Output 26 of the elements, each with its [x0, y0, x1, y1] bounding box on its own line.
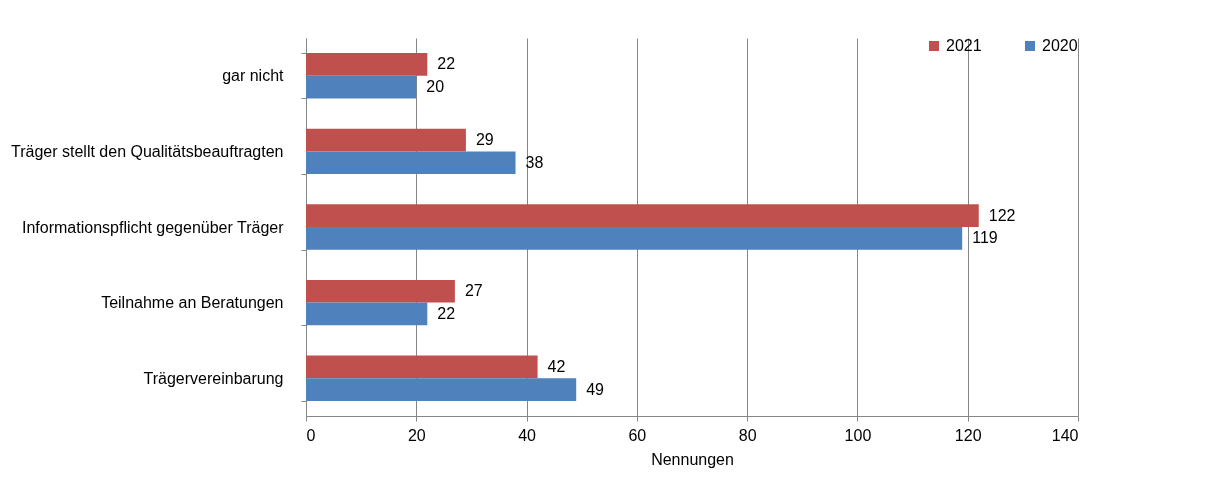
data-label: 22	[437, 304, 456, 322]
x-tick-label: 140	[1051, 426, 1079, 444]
data-label: 22	[437, 55, 456, 73]
x-tick-label: 20	[407, 426, 426, 444]
x-axis-title: Nennungen	[651, 450, 734, 468]
x-tick-label: 40	[518, 426, 537, 444]
legend-label: 2021	[946, 37, 982, 54]
data-label: 49	[586, 380, 605, 398]
y-tick-label: Trägervereinbarung	[143, 369, 284, 387]
data-label: 42	[547, 357, 566, 375]
y-tick-label: Teilnahme an Beratungen	[101, 294, 284, 312]
y-tick-label: Träger stellt den Qualitätsbeauftragten	[11, 142, 284, 160]
data-label: 27	[464, 282, 483, 300]
x-tick-label: 80	[738, 426, 757, 444]
data-label: 119	[972, 229, 998, 247]
x-tick-label: 60	[628, 426, 647, 444]
x-tick-label: 0	[306, 426, 316, 444]
legend-label: 2020	[1042, 37, 1078, 54]
x-tick-label: 120	[954, 426, 982, 444]
y-tick-label: gar nicht	[222, 67, 285, 85]
data-label: 20	[426, 78, 445, 96]
data-label: 122	[988, 206, 1016, 224]
data-label: 29	[475, 131, 494, 149]
data-label: 38	[525, 153, 544, 171]
y-tick-label: Informationspflicht gegenüber Träger	[22, 218, 285, 236]
x-tick-label: 100	[844, 426, 872, 444]
